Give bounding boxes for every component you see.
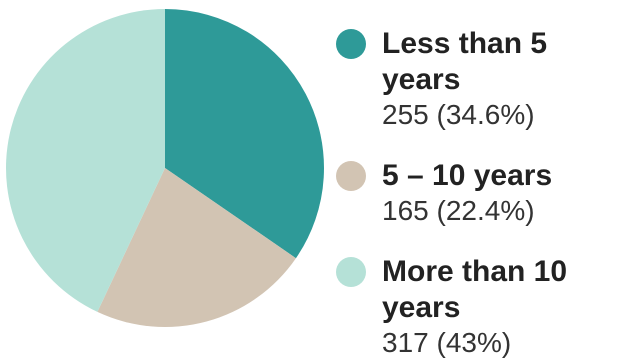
legend-item-less-than-5-years: Less than 5 years 255 (34.6%): [336, 26, 626, 132]
legend-value-more-than-10-years: 317 (43%): [382, 327, 512, 358]
legend-label-5-to-10-years: 5 – 10 years: [382, 159, 553, 192]
pie-slice-more-than-10-years: [5, 9, 166, 312]
legend-swatch-more-than-10-years: [336, 257, 366, 287]
legend-label-less-than-5-years: Less than 5 years: [382, 27, 548, 96]
legend-item-more-than-10-years: More than 10 years 317 (43%): [336, 254, 626, 360]
legend-value-less-than-5-years: 255 (34.6%): [382, 99, 535, 130]
pie-chart: [5, 9, 324, 327]
pie-slice-5-10-years: [97, 168, 296, 327]
legend-label-more-than-10-years: More than 10 years: [382, 255, 568, 324]
pie-slice-less-than-5-years: [165, 9, 324, 259]
legend-value-5-to-10-years: 165 (22.4%): [382, 195, 535, 226]
legend: Less than 5 years 255 (34.6%) 5 – 10 yea…: [336, 26, 626, 360]
legend-item-5-to-10-years: 5 – 10 years 165 (22.4%): [336, 158, 626, 228]
legend-swatch-less-than-5-years: [336, 29, 366, 59]
legend-swatch-5-to-10-years: [336, 161, 366, 191]
